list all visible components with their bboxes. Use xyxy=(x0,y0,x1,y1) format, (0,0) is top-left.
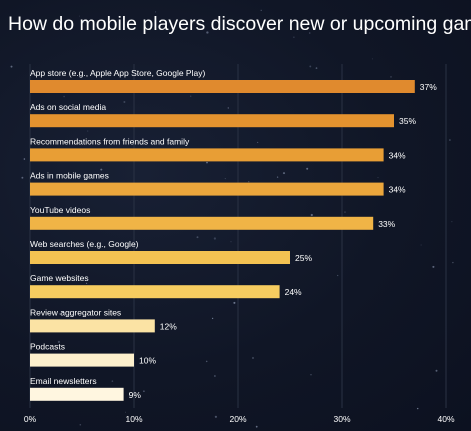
value-label: 34% xyxy=(389,185,406,195)
star-dot xyxy=(224,178,226,180)
star-dot xyxy=(306,167,309,170)
star-dot xyxy=(111,380,114,382)
star-dot xyxy=(155,11,157,13)
star-dot xyxy=(205,360,208,363)
value-label: 10% xyxy=(139,356,156,366)
star-dot xyxy=(310,374,312,376)
star-dot xyxy=(206,161,208,164)
star-dot xyxy=(371,58,373,60)
star-dot xyxy=(451,221,453,223)
star-dot xyxy=(337,274,339,277)
star-dot xyxy=(10,65,13,68)
category-label: Podcasts xyxy=(30,342,65,352)
star-dot xyxy=(310,213,313,217)
category-label: Recommendations from friends and family xyxy=(30,136,190,146)
star-dot xyxy=(233,301,236,304)
star-dot xyxy=(248,181,250,183)
star-dot xyxy=(230,241,232,243)
category-label: Email newsletters xyxy=(30,376,97,386)
star-dot xyxy=(435,369,438,372)
star-dot xyxy=(227,107,230,109)
star-dot xyxy=(213,237,217,240)
star-dot xyxy=(282,172,286,175)
bar xyxy=(30,114,394,128)
star-dot xyxy=(211,317,214,320)
x-tick-label: 20% xyxy=(229,414,246,424)
star-dot xyxy=(100,168,103,171)
bar xyxy=(30,353,134,367)
star-dot xyxy=(255,425,258,428)
star-dot xyxy=(58,312,61,316)
value-label: 34% xyxy=(389,150,406,160)
bar xyxy=(30,251,290,264)
star-dot xyxy=(57,340,61,344)
star-dot xyxy=(62,311,64,313)
x-tick-label: 10% xyxy=(125,414,142,424)
star-dot xyxy=(449,139,451,141)
star-dot xyxy=(420,244,422,246)
bar xyxy=(30,387,124,401)
star-dot xyxy=(123,101,126,103)
category-label: Ads in mobile games xyxy=(30,171,109,181)
category-label: Game websites xyxy=(30,273,89,283)
star-dot xyxy=(23,158,26,160)
value-label: 33% xyxy=(378,219,395,229)
bar xyxy=(30,80,415,93)
bar xyxy=(30,182,384,196)
category-label: YouTube videos xyxy=(30,205,90,215)
star-dot xyxy=(377,177,379,179)
value-label: 35% xyxy=(399,116,416,126)
value-label: 24% xyxy=(285,287,302,297)
star-dot xyxy=(196,236,199,239)
star-dot xyxy=(143,390,145,393)
star-dot xyxy=(257,141,259,143)
star-dot xyxy=(35,379,37,381)
star-dot xyxy=(309,65,312,68)
star-dot xyxy=(432,265,435,268)
bar xyxy=(30,319,155,333)
bar xyxy=(30,285,280,299)
chart-title: How do mobile players discover new or up… xyxy=(8,13,471,35)
bar xyxy=(30,216,374,230)
value-label: 12% xyxy=(160,321,177,331)
star-dot xyxy=(86,282,88,284)
star-dot xyxy=(79,424,82,426)
star-dot xyxy=(315,67,318,69)
bar xyxy=(30,148,384,162)
star-dot xyxy=(344,211,346,213)
star-dot xyxy=(125,411,127,413)
star-dot xyxy=(189,95,192,97)
category-label: Ads on social media xyxy=(30,102,106,112)
star-dot xyxy=(390,76,392,78)
star-dot xyxy=(87,130,89,132)
star-dot xyxy=(452,261,454,264)
star-dot xyxy=(63,95,65,98)
x-tick-label: 30% xyxy=(333,414,350,424)
star-dot xyxy=(232,21,234,24)
star-dot xyxy=(293,36,295,38)
category-label: Review aggregator sites xyxy=(30,307,121,317)
star-dot xyxy=(214,415,218,418)
star-dot xyxy=(251,356,255,360)
value-label: 9% xyxy=(129,390,142,400)
star-dot xyxy=(260,9,262,12)
star-dot xyxy=(78,15,80,17)
value-label: 37% xyxy=(420,82,437,92)
star-dot xyxy=(416,407,419,410)
star-dot xyxy=(81,20,85,23)
star-dot xyxy=(308,32,311,34)
star-dot xyxy=(21,176,24,179)
star-dot xyxy=(214,375,216,377)
x-tick-label: 0% xyxy=(24,414,37,424)
star-dot xyxy=(206,31,209,34)
value-label: 25% xyxy=(295,253,312,263)
star-dot xyxy=(276,176,279,178)
x-tick-label: 40% xyxy=(437,414,454,424)
category-label: Web searches (e.g., Google) xyxy=(30,239,139,249)
category-label: App store (e.g., Apple App Store, Google… xyxy=(30,68,205,78)
